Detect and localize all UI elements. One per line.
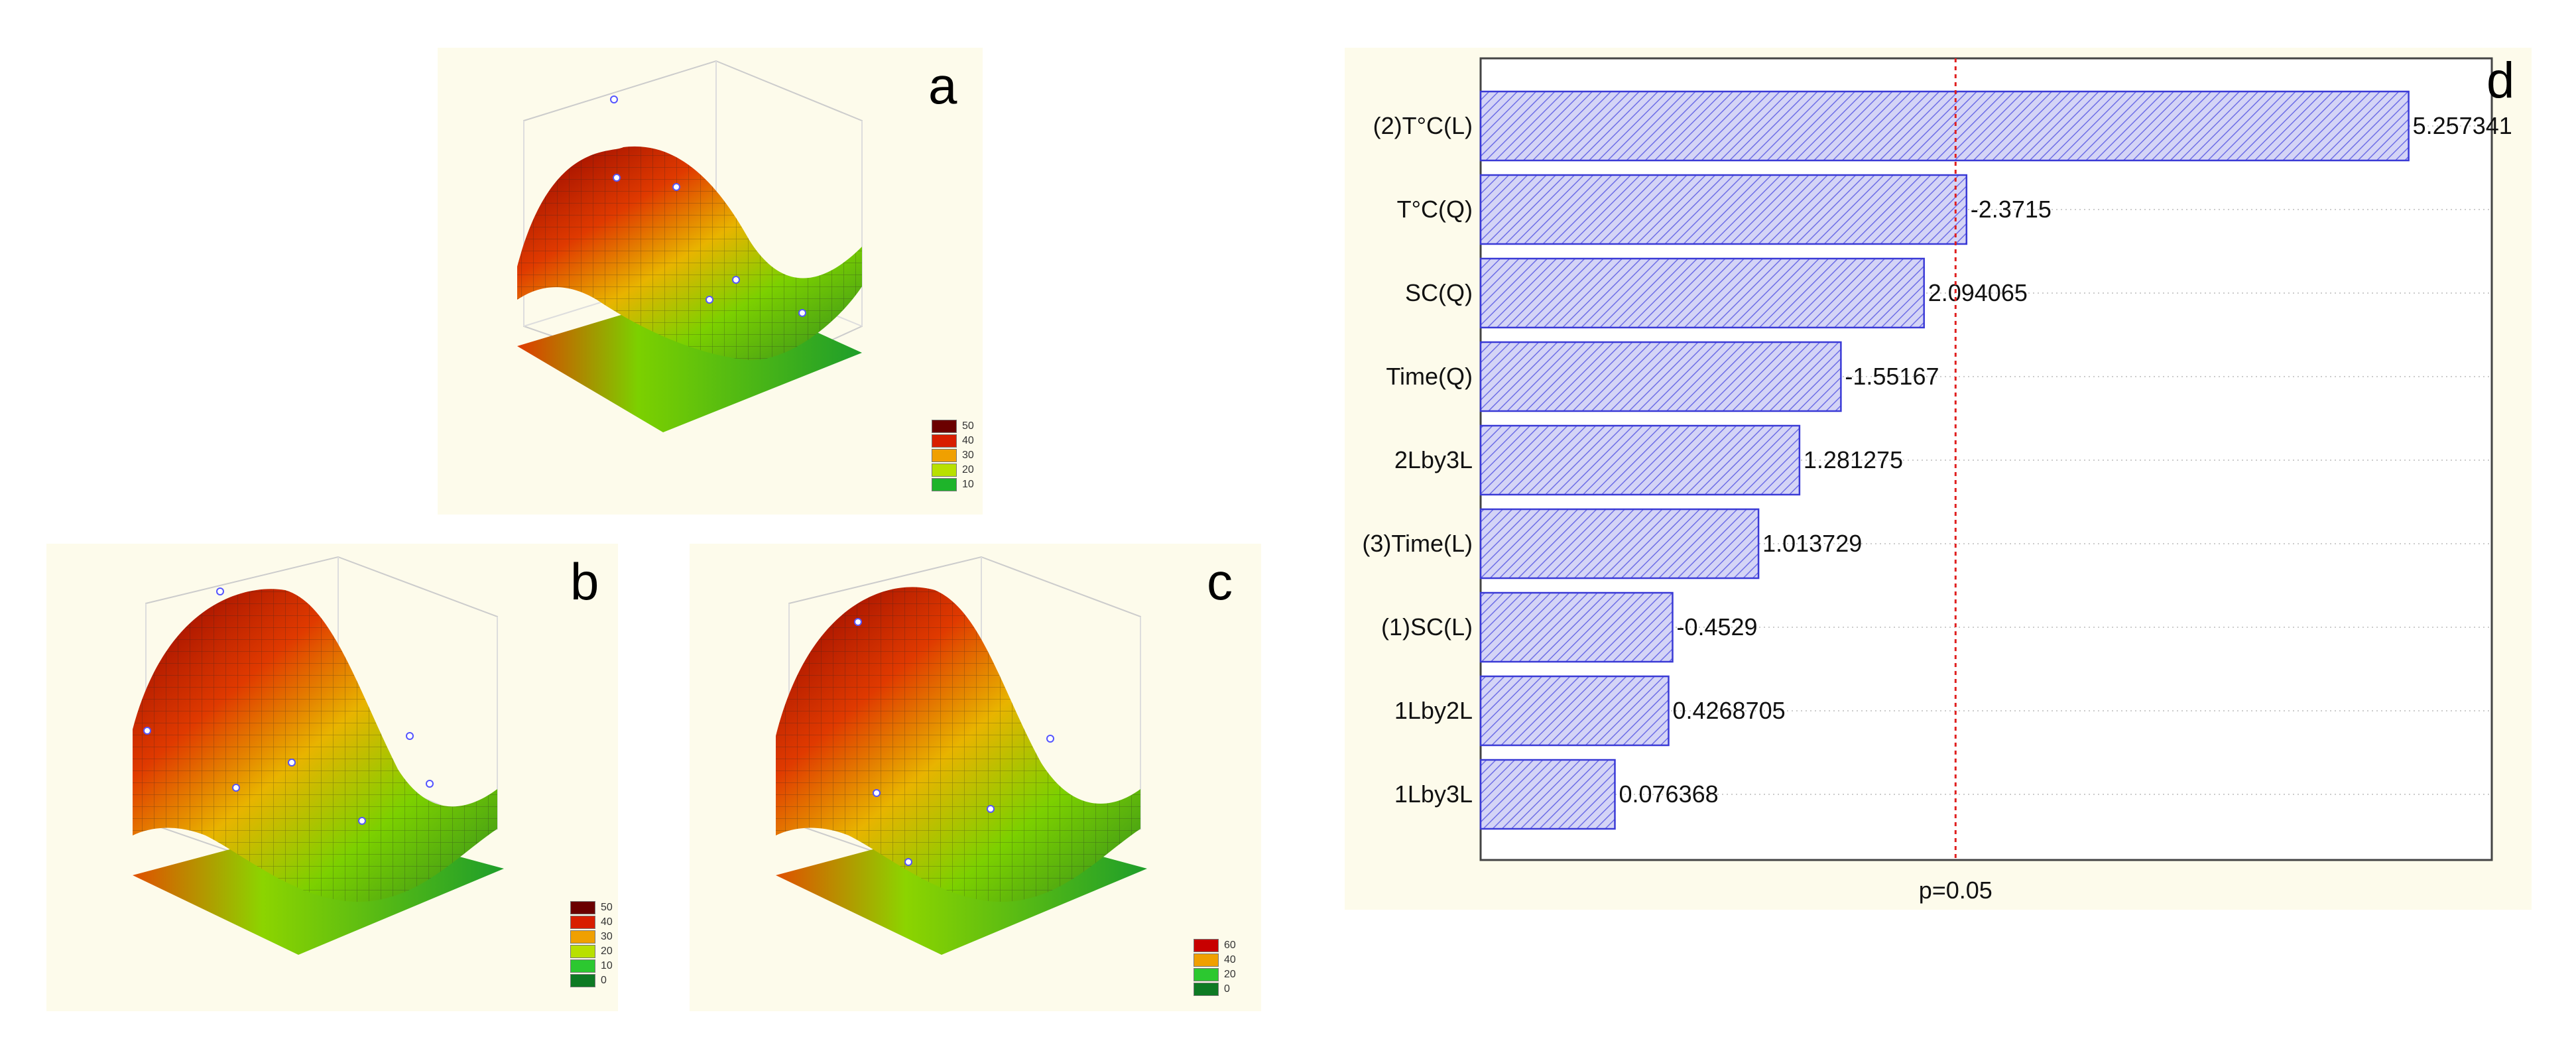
legend-item: 50 [570, 900, 613, 915]
panel-letter-d: d [2486, 52, 2514, 109]
category-label: (3)Time(L) [1362, 530, 1473, 557]
bar-5 [1479, 508, 1760, 580]
bar-6 [1479, 591, 1674, 663]
category-label: 1Lby3L [1394, 780, 1473, 808]
category-label: Time(Q) [1386, 363, 1473, 390]
value-label: 1.281275 [1804, 446, 1903, 473]
legend-c: 60 40 20 0 [1194, 938, 1236, 997]
legend-item: 30 [932, 448, 974, 463]
legend-item: 60 [1194, 938, 1236, 953]
value-label: 0.076368 [1619, 780, 1718, 808]
category-label: (2)T°C(L) [1373, 112, 1473, 139]
bar-0 [1479, 90, 2410, 162]
bar-8 [1479, 759, 1616, 830]
value-label: -0.4529 [1676, 613, 1757, 641]
legend-item: 40 [570, 915, 613, 930]
panel-letter-b: b [570, 552, 599, 611]
bar-2 [1479, 257, 1925, 329]
legend-item: 20 [932, 463, 974, 477]
surface-plot-a: a 50 40 30 20 10 [438, 48, 983, 515]
value-label: -2.3715 [1971, 196, 2052, 223]
bar-4 [1479, 424, 1801, 496]
legend-item: 30 [570, 930, 613, 944]
category-label: 1Lby2L [1394, 697, 1473, 724]
surface-plot-b: b 50 40 30 20 10 0 [46, 544, 618, 1011]
legend-a: 50 40 30 20 10 [932, 419, 974, 492]
legend-item: 20 [570, 944, 613, 959]
legend-item: 10 [932, 477, 974, 492]
legend-item: 50 [932, 419, 974, 434]
value-label: 5.257341 [2413, 112, 2512, 139]
legend-item: 0 [570, 973, 613, 988]
legend-item: 40 [1194, 953, 1236, 967]
legend-b: 50 40 30 20 10 0 [570, 900, 613, 988]
legend-item: 40 [932, 434, 974, 448]
surface-plot-a-graphic [517, 60, 863, 432]
category-label: SC(Q) [1405, 279, 1473, 306]
surface-plot-c: c 60 40 20 0 [690, 544, 1261, 1011]
value-label: -1.55167 [1845, 363, 1939, 390]
threshold-label: p=0.05 [1919, 877, 1993, 904]
panel-letter-c: c [1207, 552, 1233, 611]
bar-1 [1479, 174, 1968, 245]
pareto-chart-panel: (2)T°C(L) 5.257341 T°C(Q) -2.3715 SC(Q) 2.094… [1345, 48, 2532, 910]
surface-plot-c-graphic [776, 556, 1147, 955]
value-label: 0.4268705 [1672, 697, 1785, 724]
category-label: 2Lby3L [1394, 446, 1473, 473]
value-label: 1.013729 [1762, 530, 1862, 557]
legend-item: 20 [1194, 967, 1236, 982]
panel-letter-a: a [928, 56, 957, 115]
legend-item: 0 [1194, 982, 1236, 997]
pareto-chart: (2)T°C(L) 5.257341 T°C(Q) -2.3715 SC(Q) 2.094… [1362, 52, 2514, 904]
category-label: T°C(Q) [1397, 196, 1473, 223]
legend-item: 10 [570, 959, 613, 973]
bar-3 [1479, 341, 1842, 412]
surface-plot-b-graphic [133, 556, 504, 955]
category-label: (1)SC(L) [1381, 613, 1473, 641]
bar-7 [1479, 675, 1670, 747]
value-label: 2.094065 [1928, 279, 2028, 306]
